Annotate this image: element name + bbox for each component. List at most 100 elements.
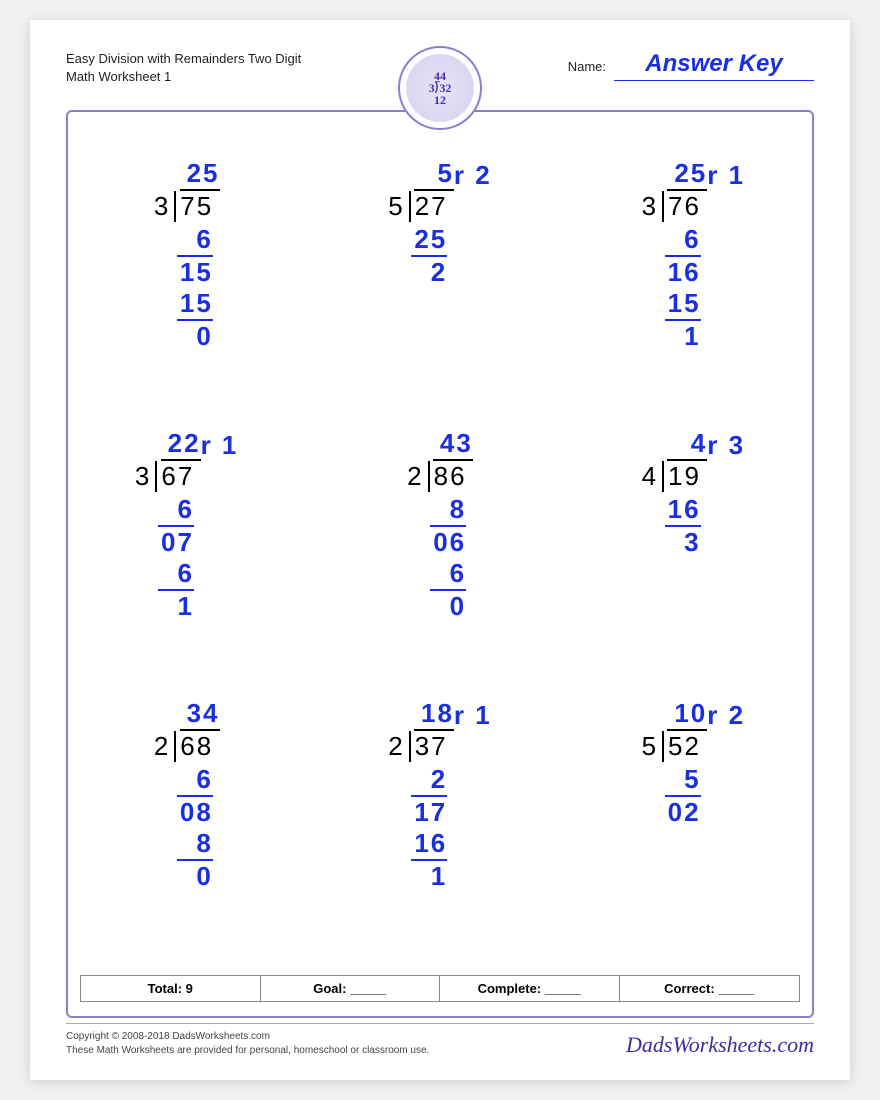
stat-total: Total: 9: [81, 976, 261, 1001]
long-division: 5 10 r 2552 502: [642, 698, 746, 828]
remainder: r 2: [707, 700, 745, 731]
work-line: 5: [665, 764, 701, 797]
work-line: 8: [430, 494, 466, 527]
badge-math-icon: 443⟌3212: [406, 54, 474, 122]
quotient: 34: [180, 698, 220, 731]
quotient: 10: [667, 698, 707, 731]
work-steps: 806 6 0: [430, 494, 466, 622]
work-line: 0: [177, 321, 213, 352]
work-line: 06: [430, 527, 466, 558]
divisor: 3: [154, 191, 176, 222]
work-line: 25: [411, 224, 447, 257]
divisor: 2: [388, 731, 410, 762]
dividend: 75: [176, 191, 213, 222]
footer-left: Copyright © 2008-2018 DadsWorksheets.com…: [66, 1030, 429, 1058]
logo-badge: 443⟌3212: [398, 46, 482, 130]
work-line: 07: [158, 527, 194, 558]
dividend: 27: [411, 191, 448, 222]
problem-6: 4 4 r 341916 3: [587, 410, 800, 680]
footer: Copyright © 2008-2018 DadsWorksheets.com…: [66, 1023, 814, 1058]
divisor: 5: [642, 731, 664, 762]
work-line: 8: [177, 828, 213, 861]
worksheet-title: Easy Division with Remainders Two Digit …: [66, 50, 346, 86]
work-line: 02: [665, 797, 701, 828]
long-division: 3 25375 61515 0: [154, 158, 220, 352]
work-line: 15: [177, 257, 213, 288]
work-steps: 21716 1: [411, 764, 447, 892]
remainder: r 2: [454, 160, 492, 191]
work-steps: 25 2: [411, 224, 447, 288]
work-line: 2: [411, 764, 447, 797]
title-line-1: Easy Division with Remainders Two Digit: [66, 50, 346, 68]
problem-9: 5 10 r 2552 502: [587, 680, 800, 950]
work-line: 16: [411, 828, 447, 861]
remainder: r 1: [454, 700, 492, 731]
work-line: 6: [430, 558, 466, 591]
problem-3: 3 25 r 1376 61615 1: [587, 140, 800, 410]
problems-grid: 3 25375 61515 05 5 r 252725 23 25 r 1376…: [80, 140, 800, 950]
problem-2: 5 5 r 252725 2: [333, 140, 546, 410]
remainder: r 1: [707, 160, 745, 191]
stat-complete: Complete: _____: [440, 976, 620, 1001]
quotient: 18: [414, 698, 454, 731]
divisor: 3: [135, 461, 157, 492]
problem-4: 3 22 r 1367 607 6 1: [80, 410, 293, 680]
problem-8: 2 18 r 1237 21716 1: [333, 680, 546, 950]
stats-bar: Total: 9 Goal: _____ Complete: _____ Cor…: [80, 975, 800, 1002]
long-division: 2 18 r 1237 21716 1: [388, 698, 492, 892]
quotient: 4: [667, 428, 707, 461]
remainder: r 1: [201, 430, 239, 461]
divisor: 3: [642, 191, 664, 222]
long-division: 4 4 r 341916 3: [642, 428, 746, 558]
dividend: 76: [664, 191, 701, 222]
name-label: Name:: [568, 59, 606, 74]
work-line: 6: [177, 764, 213, 797]
work-line: 6: [665, 224, 701, 257]
long-division: 3 22 r 1367 607 6 1: [135, 428, 239, 622]
name-value: Answer Key: [614, 50, 814, 81]
work-line: 15: [177, 288, 213, 321]
long-division: 2 43286 806 6 0: [407, 428, 473, 622]
dividend: 19: [664, 461, 701, 492]
quotient: 5: [414, 158, 454, 191]
work-steps: 61615 1: [665, 224, 701, 352]
work-steps: 607 6 1: [158, 494, 194, 622]
stat-correct: Correct: _____: [620, 976, 800, 1001]
work-line: 1: [158, 591, 194, 622]
work-line: 6: [177, 224, 213, 257]
title-line-2: Math Worksheet 1: [66, 68, 346, 86]
quotient: 25: [667, 158, 707, 191]
copyright: Copyright © 2008-2018 DadsWorksheets.com: [66, 1030, 429, 1044]
long-division: 3 25 r 1376 61615 1: [642, 158, 746, 352]
work-line: 1: [665, 321, 701, 352]
dividend: 68: [176, 731, 213, 762]
long-division: 2 34268 608 8 0: [154, 698, 220, 892]
work-line: 16: [665, 257, 701, 288]
work-line: 2: [411, 257, 447, 288]
dividend: 86: [430, 461, 467, 492]
work-line: 6: [158, 558, 194, 591]
work-steps: 16 3: [665, 494, 701, 558]
problem-5: 2 43286 806 6 0: [333, 410, 546, 680]
footer-note: These Math Worksheets are provided for p…: [66, 1044, 429, 1058]
divisor: 4: [642, 461, 664, 492]
dividend: 67: [157, 461, 194, 492]
work-line: 16: [665, 494, 701, 527]
work-line: 0: [430, 591, 466, 622]
quotient: 25: [180, 158, 220, 191]
remainder: r 3: [707, 430, 745, 461]
work-line: 17: [411, 797, 447, 828]
worksheet-page: Easy Division with Remainders Two Digit …: [30, 20, 850, 1080]
divisor: 2: [407, 461, 429, 492]
divisor: 5: [388, 191, 410, 222]
work-line: 0: [177, 861, 213, 892]
work-steps: 61515 0: [177, 224, 213, 352]
problem-1: 3 25375 61515 0: [80, 140, 293, 410]
work-line: 15: [665, 288, 701, 321]
stat-goal: Goal: _____: [261, 976, 441, 1001]
quotient: 43: [433, 428, 473, 461]
work-steps: 608 8 0: [177, 764, 213, 892]
work-line: 6: [158, 494, 194, 527]
work-line: 08: [177, 797, 213, 828]
problem-7: 2 34268 608 8 0: [80, 680, 293, 950]
